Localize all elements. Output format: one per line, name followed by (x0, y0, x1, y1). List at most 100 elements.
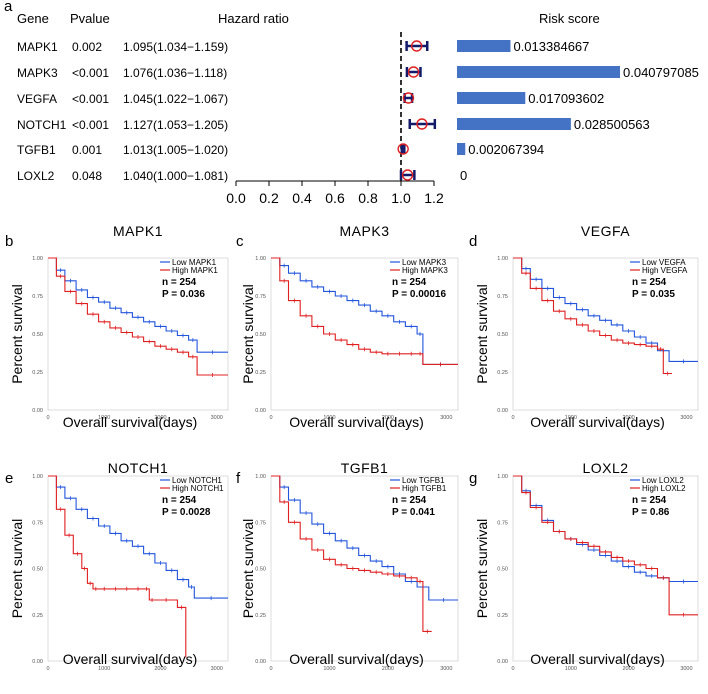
risk-score-bars: 0.013384667 0.040797085 0.017093602 0.02850… (457, 39, 699, 183)
km-legend-low: Low MAPK3 (402, 258, 447, 267)
forest-gene-label: LOXL2 (17, 169, 55, 183)
km-title: VEGFA (581, 223, 630, 239)
forest-gene-label: MAPK3 (17, 66, 58, 80)
forest-x-tick-label: 0.0 (226, 190, 246, 206)
km-y-tick-label: 0.25 (255, 613, 266, 619)
forest-hr-text: 1.045(1.022−1.067) (123, 92, 228, 106)
km-plot-area (270, 257, 459, 411)
forest-x-tick-label: 0.6 (325, 190, 345, 206)
km-y-tick-label: 1.00 (255, 474, 266, 480)
km-x-tick-label: 0 (46, 415, 49, 421)
km-x-tick-label: 3000 (211, 415, 223, 421)
km-p-value: P = 0.035 (632, 289, 675, 300)
forest-hr-point (407, 66, 420, 78)
panel-label-f: f (236, 470, 241, 487)
km-x-tick-label: 2000 (154, 666, 166, 672)
km-y-axis-label: Percent survival (240, 284, 256, 384)
km-y-tick-label: 0.50 (497, 332, 508, 338)
km-panel-notch1: NOTCH1 0.00 0.25 0.50 0.75 1.00 0 1000 2000 3000 O… (9, 460, 229, 672)
km-y-tick-label: 0.25 (32, 370, 43, 376)
km-plot-area (512, 475, 699, 662)
km-y-tick-label: 0.00 (32, 659, 43, 665)
risk-bar-value: 0 (460, 168, 467, 183)
km-high-curve (271, 257, 458, 365)
km-y-tick-label: 0.75 (497, 294, 508, 300)
km-x-axis-label: Overall survival(days) (530, 651, 665, 667)
panel-labels: a b c d e f g (4, 0, 477, 487)
hazard-ratio-plot: 0.0 0.2 0.4 0.6 0.8 1.0 1.2 (226, 32, 444, 206)
km-panel-loxl2: LOXL2 0.00 0.25 0.50 0.75 1.00 0 1000 2000 3000 Ov… (474, 460, 699, 672)
km-y-tick-label: 1.00 (32, 256, 43, 262)
km-x-tick-label: 1000 (98, 666, 110, 672)
risk-bar-value: 0.040797085 (623, 65, 699, 80)
km-y-axis-label: Percent survival (9, 519, 25, 619)
panel-label-a: a (4, 0, 13, 15)
forest-hr-point (401, 169, 414, 181)
km-n-text: n = 254 (162, 277, 197, 288)
km-y-tick-label: 1.00 (497, 474, 508, 480)
risk-bar-value: 0.002067394 (468, 142, 544, 157)
km-y-tick-label: 0.25 (497, 370, 508, 376)
km-x-tick-label: 3000 (440, 415, 452, 421)
header-hazard-ratio: Hazard ratio (218, 11, 289, 26)
forest-x-tick-label: 0.4 (292, 190, 312, 206)
km-plot-area (270, 475, 459, 662)
km-legend-high: High VEGFA (642, 266, 688, 275)
km-plot-area (512, 257, 699, 411)
forest-hr-text: 1.040(1.000−1.081) (123, 169, 228, 183)
km-legend-high: High MAPK1 (172, 266, 218, 275)
km-y-axis-label: Percent survival (9, 284, 25, 384)
km-x-tick-label: 0 (269, 666, 272, 672)
km-y-tick-label: 0.00 (32, 408, 43, 414)
km-title: MAPK1 (113, 223, 163, 239)
panel-label-c: c (236, 233, 244, 250)
km-x-tick-label: 0 (511, 415, 514, 421)
km-x-tick-label: 3000 (440, 666, 452, 672)
km-y-tick-label: 0.75 (32, 520, 43, 526)
km-x-axis-label: Overall survival(days) (530, 414, 665, 430)
km-x-tick-label: 1000 (323, 666, 335, 672)
forest-pvalue: 0.048 (72, 169, 102, 183)
forest-pvalue: <0.001 (72, 118, 109, 132)
forest-hr-text: 1.095(1.034−1.159) (123, 40, 228, 54)
km-x-tick-label: 1000 (565, 415, 577, 421)
km-p-value: P = 0.86 (632, 507, 670, 518)
header-pvalue: Pvalue (70, 11, 110, 26)
forest-pvalue: <0.001 (72, 92, 109, 106)
km-y-axis-label: Percent survival (240, 519, 256, 619)
km-legend-high: High NOTCH1 (172, 484, 224, 493)
km-x-tick-label: 0 (511, 666, 514, 672)
forest-x-tick-label: 0.2 (259, 190, 279, 206)
km-p-value: P = 0.00016 (392, 289, 446, 300)
forest-table: MAPK1 0.002 1.095(1.034−1.159) MAPK3 <0.001 1… (17, 40, 228, 183)
km-n-text: n = 254 (632, 495, 667, 506)
forest-x-tick-label: 1.2 (424, 190, 444, 206)
km-y-tick-label: 0.00 (497, 408, 508, 414)
forest-hr-point (402, 92, 415, 104)
km-panel-mapk3: MAPK3 0.00 0.25 0.50 0.75 1.00 0 1000 2000 3000 Ov… (240, 223, 459, 430)
km-plot-area (47, 475, 229, 662)
km-y-tick-label: 0.50 (32, 332, 43, 338)
km-legend-high: High MAPK3 (402, 266, 448, 275)
km-y-tick-label: 0.75 (255, 294, 266, 300)
km-p-value: P = 0.036 (162, 289, 205, 300)
forest-gene-label: NOTCH1 (17, 118, 67, 132)
km-x-tick-label: 2000 (154, 415, 166, 421)
forest-pvalue: 0.002 (72, 40, 102, 54)
km-low-curve (271, 475, 458, 601)
km-x-tick-label: 3000 (680, 666, 692, 672)
km-y-axis-label: Percent survival (474, 519, 490, 619)
forest-pvalue: <0.001 (72, 66, 109, 80)
km-high-curve (513, 475, 698, 616)
header-risk-score: Risk score (539, 11, 600, 26)
km-y-tick-label: 0.00 (497, 659, 508, 665)
km-title: LOXL2 (582, 460, 628, 476)
risk-bar (457, 40, 511, 52)
km-panel-vegfa: VEGFA 0.00 0.25 0.50 0.75 1.00 0 1000 2000 3000 Ov… (474, 223, 699, 430)
km-y-tick-label: 0.50 (32, 567, 43, 573)
km-x-tick-label: 1000 (98, 415, 110, 421)
risk-bar-value: 0.013384667 (513, 39, 589, 54)
km-title: MAPK3 (340, 223, 390, 239)
km-y-tick-label: 0.25 (497, 613, 508, 619)
